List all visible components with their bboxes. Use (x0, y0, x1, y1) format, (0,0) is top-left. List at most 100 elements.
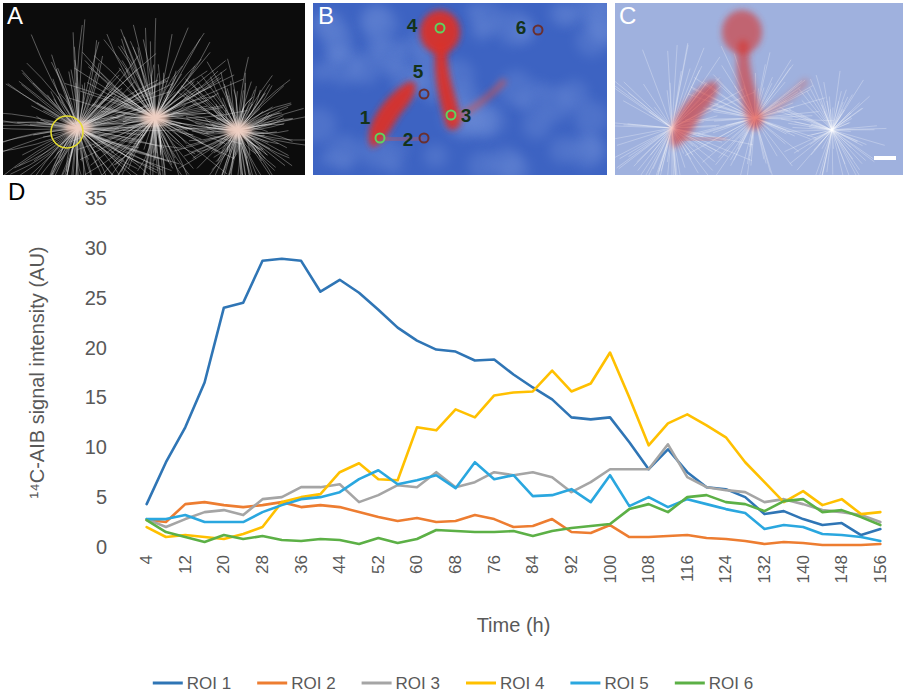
x-tick-label: 28 (253, 555, 272, 574)
hypha (832, 130, 860, 170)
bg-noise (383, 154, 404, 175)
hypha (832, 130, 853, 175)
legend-label: ROI 4 (500, 674, 544, 693)
y-axis-title: ¹⁴C-AIB signal intensity (AU) (26, 247, 48, 499)
panel-a (3, 3, 305, 175)
roi-label: 5 (413, 61, 424, 82)
y-tick-label: 35 (85, 187, 107, 209)
hypha (620, 128, 672, 159)
hypha (119, 68, 155, 118)
hypha (82, 52, 155, 118)
roi-label: 6 (516, 17, 527, 38)
series-line (147, 462, 881, 541)
x-tick-label: 132 (755, 555, 774, 583)
bg-noise (383, 58, 405, 80)
x-tick-label: 12 (176, 555, 195, 574)
y-tick-label: 10 (85, 436, 107, 458)
hypha (155, 64, 160, 118)
signal-blob (682, 138, 726, 140)
hypha (155, 34, 172, 118)
panel-c-signal (671, 10, 807, 148)
roi-label: 1 (360, 107, 371, 128)
hypha (19, 81, 78, 128)
hypha (617, 128, 672, 168)
hypha (56, 69, 78, 128)
bg-noise (536, 85, 573, 122)
hypha (832, 91, 841, 130)
hypha (211, 77, 238, 130)
x-tick-label: 60 (407, 555, 426, 574)
hypha (615, 128, 672, 164)
hypha (104, 40, 155, 118)
legend-item: ROI 3 (362, 674, 440, 693)
hypha (797, 130, 832, 170)
y-tick-label: 30 (85, 237, 107, 259)
hypha (155, 39, 200, 118)
series-line (147, 353, 881, 539)
hypha (8, 84, 78, 128)
hypha (27, 63, 78, 128)
x-tick-label: 124 (716, 555, 735, 583)
hypha (832, 130, 834, 175)
hypha (643, 84, 672, 128)
hypha (238, 57, 248, 130)
x-tick-label: 92 (562, 555, 581, 574)
legend-label: ROI 5 (604, 674, 648, 693)
hypha (814, 130, 832, 150)
signal-blob (754, 80, 807, 120)
roi-marker (420, 134, 429, 143)
hypha (832, 103, 860, 130)
bg-noise (580, 136, 603, 159)
hypha (228, 59, 238, 130)
bg-noise (548, 3, 572, 25)
legend-swatch (257, 682, 287, 685)
x-tick-label: 20 (214, 555, 233, 574)
hypha (85, 118, 155, 175)
hypha (624, 82, 672, 128)
roi-marker (420, 90, 429, 99)
legend-label: ROI 1 (187, 674, 231, 693)
legend-item: ROI 2 (257, 674, 335, 693)
signal-blob (722, 10, 762, 54)
hypha (150, 41, 155, 118)
bg-noise (362, 7, 398, 43)
x-tick-label: 44 (330, 555, 349, 574)
series-line (147, 259, 881, 535)
hypha (637, 128, 672, 175)
y-tick-label: 15 (85, 386, 107, 408)
hypha (820, 130, 832, 175)
bg-noise (465, 3, 481, 19)
bg-noise (495, 10, 531, 46)
x-tick-label: 116 (678, 555, 697, 582)
scale-bar (874, 156, 896, 160)
legend-item: ROI 1 (153, 674, 231, 693)
hypha (832, 95, 852, 130)
bg-noise (323, 27, 353, 57)
bg-noise (320, 151, 335, 166)
roi-marker (436, 24, 445, 33)
legend-swatch (570, 682, 600, 685)
hypha (807, 130, 832, 136)
hypha (185, 79, 238, 130)
hypha (832, 80, 863, 130)
legend-item: ROI 5 (570, 674, 648, 693)
hypha (777, 110, 832, 130)
legend-swatch (153, 682, 183, 685)
hypha (832, 130, 862, 164)
bg-noise (424, 144, 448, 168)
hypha (74, 68, 155, 118)
bg-noise (313, 62, 331, 82)
roi-label: 4 (407, 15, 418, 36)
hypha (202, 76, 238, 130)
y-tick-label: 25 (85, 287, 107, 309)
x-tick-label: 100 (601, 555, 620, 583)
legend-swatch (362, 682, 392, 685)
roi-marker (534, 26, 543, 35)
label-site (51, 116, 83, 148)
roi-label: 3 (461, 105, 472, 126)
legend-label: ROI 3 (396, 674, 440, 693)
bg-noise (590, 17, 607, 45)
x-tick-label: 76 (485, 555, 504, 574)
legend: ROI 1ROI 2ROI 3ROI 4ROI 5ROI 6 (153, 674, 753, 693)
panel-bg (313, 3, 607, 175)
